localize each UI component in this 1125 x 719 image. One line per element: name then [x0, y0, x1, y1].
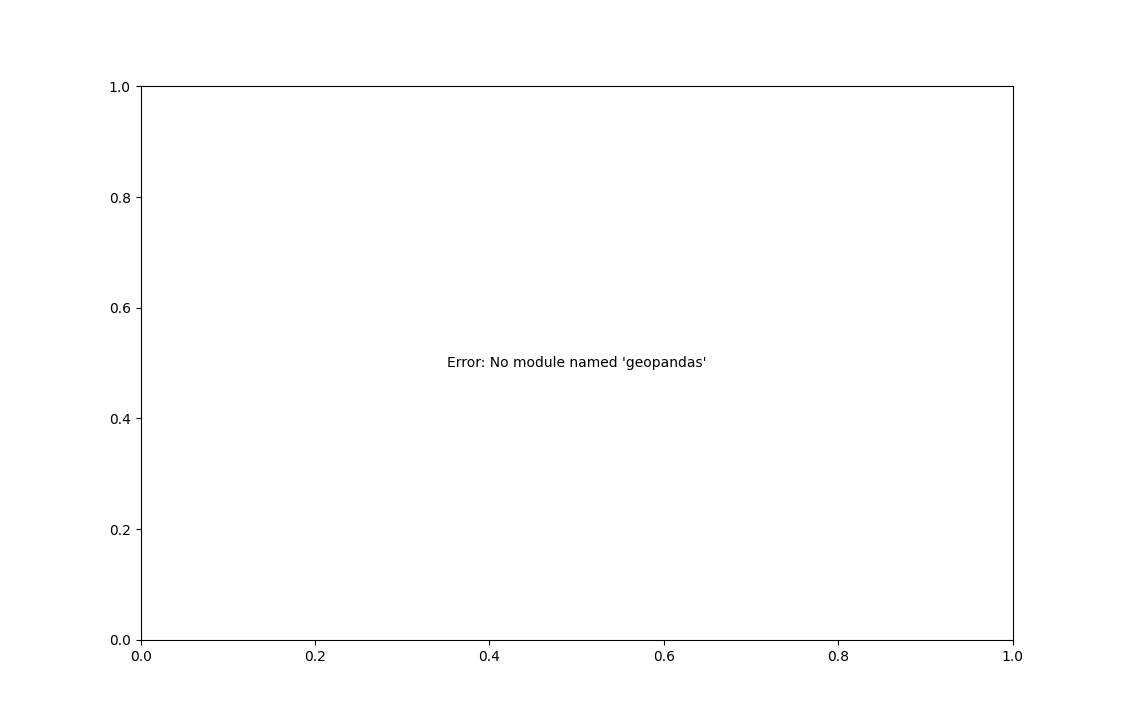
Text: Error: No module named 'geopandas': Error: No module named 'geopandas' [447, 356, 706, 370]
